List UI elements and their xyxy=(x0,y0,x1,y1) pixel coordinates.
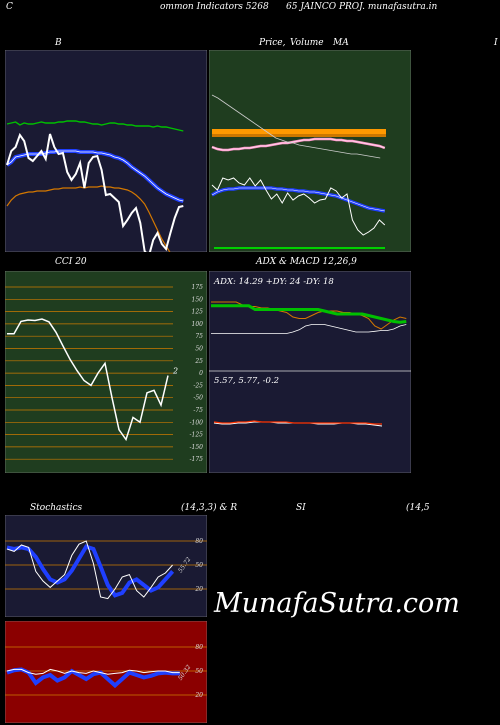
osc-tick-label: 20 xyxy=(194,586,203,593)
bollinger-chart xyxy=(5,50,207,252)
cci-tick-label: 50 xyxy=(195,346,203,353)
pink-ma-highlight xyxy=(211,138,385,151)
title-cci: CCI 20 xyxy=(55,257,87,267)
cci-tick-label: -100 xyxy=(190,419,204,426)
orange-ma-band xyxy=(212,129,386,134)
title-price: Price, xyxy=(259,38,286,48)
cci-background xyxy=(5,271,207,473)
title-right-edge: I xyxy=(494,38,498,48)
price-ma-panel xyxy=(209,50,411,252)
cci-tick-label: -50 xyxy=(193,395,203,402)
osc-tick-label: 50 xyxy=(195,562,203,569)
price-ma-chart xyxy=(209,50,411,252)
bollinger-background xyxy=(5,50,207,252)
title-ma: MA xyxy=(333,38,349,48)
rsi-panel: 80 50 20 50.32 xyxy=(5,621,207,723)
cci-last-value: 2 xyxy=(172,367,178,376)
title-adx-macd: ADX & MACD 12,26,9 xyxy=(256,257,357,267)
cci-tick-label: 100 xyxy=(192,321,204,328)
cci-line xyxy=(7,318,169,442)
cci-tick-label: 25 xyxy=(194,358,203,365)
bollinger-upper-line xyxy=(6,120,184,132)
title-stochastics: Stochastics xyxy=(30,503,83,513)
long-ma-line xyxy=(211,94,381,159)
osc-white-line xyxy=(6,540,173,600)
cci-tick-label: 150 xyxy=(192,296,204,303)
title-volume: Volume xyxy=(290,38,324,48)
adx-line xyxy=(211,304,407,324)
cci-tick-label: -150 xyxy=(190,444,204,451)
osc-blue-line xyxy=(6,667,180,689)
bollinger-lower-line xyxy=(6,185,171,252)
title-si: SI xyxy=(296,503,306,513)
bollinger-middle-highlight xyxy=(6,150,184,202)
cci-tick-label: -125 xyxy=(190,432,204,439)
osc-tick-label: 80 xyxy=(195,538,203,545)
cci-tick-label: 125 xyxy=(192,309,204,316)
minus-dy-line xyxy=(211,324,407,334)
osc-tick-label: 80 xyxy=(195,644,203,651)
cci-tick-label: 75 xyxy=(195,333,203,340)
cci-tick-label: -25 xyxy=(193,382,203,389)
bollinger-price-line xyxy=(6,132,184,252)
cci-tick-label: -175 xyxy=(190,456,204,463)
header-stock: 65 JAINCO PROJ. munafasutra.in xyxy=(286,2,438,12)
price-ma-background xyxy=(209,50,411,252)
title-rsi-params: (14,5 xyxy=(406,503,430,513)
stochastics-panel: 80 50 20 55.72 xyxy=(5,515,207,617)
adx-chart: ADX: 14.29 +DY: 24 -DY: 18 5.57, 5.77, -… xyxy=(209,271,411,473)
osc-tick-label: 50 xyxy=(195,668,203,675)
orange-ma-band-lower xyxy=(212,134,386,137)
cci-tick-label: -75 xyxy=(193,407,203,414)
cci-chart: 175 150 125 100 75 50 25 0 -25 -50 -75 -100 -125 -150… xyxy=(5,271,207,473)
cci-tick-label: 175 xyxy=(192,284,204,291)
header-indicators: ommon Indicators 5268 xyxy=(160,2,269,12)
osc-white-line xyxy=(6,668,180,675)
blue-ma-highlight xyxy=(211,187,385,212)
osc-blue-line xyxy=(6,544,175,598)
adx-label: ADX: 14.29 +DY: 24 -DY: 18 xyxy=(213,277,334,287)
header-left: C xyxy=(6,2,13,12)
watermark: MunafaSutra.com xyxy=(214,588,460,619)
adx-background xyxy=(209,271,411,473)
title-bollinger: B xyxy=(55,38,62,48)
stochastics-background xyxy=(5,515,207,617)
title-stoch-params: (14,3,3) & R xyxy=(181,503,238,513)
bollinger-panel xyxy=(5,50,207,252)
osc-tick-label: 20 xyxy=(194,692,203,699)
cci-tick-label: 0 xyxy=(199,370,203,377)
cci-panel: 175 150 125 100 75 50 25 0 -25 -50 -75 -100 -125 -150… xyxy=(5,271,207,473)
price-line xyxy=(211,177,386,236)
adx-panel: ADX: 14.29 +DY: 24 -DY: 18 5.57, 5.77, -… xyxy=(209,271,411,473)
macd-label: 5.57, 5.77, -0.2 xyxy=(214,376,279,386)
macd-signal-line xyxy=(213,420,382,425)
